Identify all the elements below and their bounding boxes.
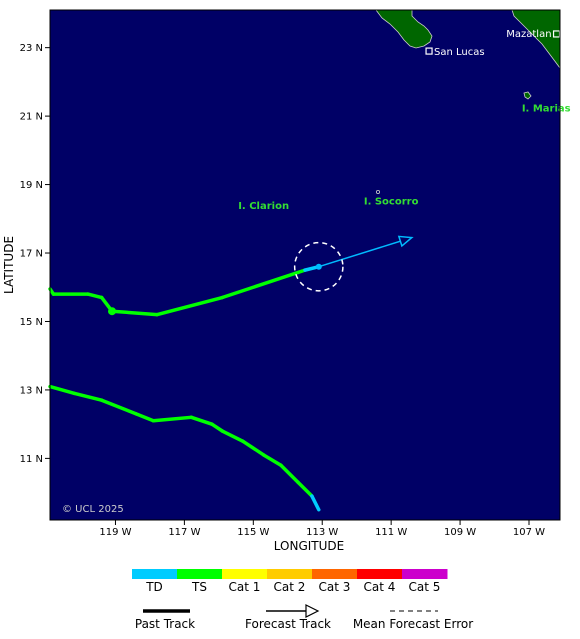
place-san-lucas: San Lucas xyxy=(425,47,485,58)
ocean xyxy=(50,10,560,520)
past-track-segment xyxy=(134,412,156,423)
lat-tick-label: 17 N xyxy=(20,249,43,260)
past-track-segment xyxy=(210,422,225,433)
track-fix-marker xyxy=(108,307,117,316)
category-swatch xyxy=(222,569,268,579)
lon-tick-label: 115 W xyxy=(237,527,269,538)
category-label: Cat 1 xyxy=(229,580,261,594)
category-label: Cat 2 xyxy=(274,580,306,594)
city-marker xyxy=(425,47,433,55)
axes-layer: 119 W 117 W 115 W 113 W 111 W 109 W 107 W 23 N 2… xyxy=(20,43,546,538)
place-i-marias: I. Marias xyxy=(522,104,571,115)
category-label: Cat 3 xyxy=(319,580,351,594)
past-track-segment xyxy=(261,453,283,467)
places-layer: Mazatlan San Lucas I. Marias I. Socorro I. C… xyxy=(238,29,570,212)
lat-tick-label: 19 N xyxy=(20,180,43,191)
place-label: I. Marias xyxy=(522,104,571,115)
lon-tick-label: 109 W xyxy=(444,527,476,538)
category-swatch xyxy=(402,569,448,579)
map-frame xyxy=(49,9,561,521)
past-track-segment xyxy=(110,309,159,317)
x-axis-label: LONGITUDE xyxy=(274,539,344,553)
past-track-segment xyxy=(296,480,314,498)
category-label: TS xyxy=(191,580,207,594)
place-label: San Lucas xyxy=(434,47,485,58)
category-swatch xyxy=(177,569,223,579)
past-track-label: Past Track xyxy=(135,617,195,631)
lat-tick-label: 13 N xyxy=(20,385,43,396)
past-track-segment xyxy=(310,494,321,512)
category-swatch xyxy=(312,569,358,579)
place-mazatlan: Mazatlan xyxy=(506,29,561,40)
lon-tick-label: 111 W xyxy=(375,527,407,538)
place-label: I. Clarion xyxy=(238,201,289,212)
past-track-segment xyxy=(99,398,138,416)
past-track-segment xyxy=(72,391,104,402)
category-label: Cat 5 xyxy=(409,580,441,594)
tracks-layer xyxy=(48,235,414,512)
past-track-segment xyxy=(151,415,194,423)
past-track-segment xyxy=(220,429,245,444)
map-area: Mazatlan San Lucas I. Marias I. Socorro I. C… xyxy=(48,9,571,521)
category-swatch xyxy=(357,569,403,579)
lon-tick-label: 113 W xyxy=(306,527,338,538)
current-storm-track xyxy=(48,235,414,317)
place-label: Mazatlan xyxy=(506,29,551,40)
category-label: Cat 4 xyxy=(364,580,396,594)
category-color-bar: TD TS Cat 1 Cat 2 Cat 3 Cat 4 Cat 5 xyxy=(132,569,448,594)
islas-marias-land xyxy=(523,91,532,100)
forecast-arrow-head xyxy=(397,235,414,248)
forecast-track-label: Forecast Track xyxy=(245,617,331,631)
lon-tick-label: 107 W xyxy=(513,527,545,538)
place-i-socorro: I. Socorro xyxy=(364,196,419,207)
category-swatch xyxy=(132,569,178,579)
past-track-segment xyxy=(241,439,266,457)
previous-storm-track xyxy=(48,384,321,512)
forecast-track-key-arrow xyxy=(305,604,320,618)
lat-tick-label: 21 N xyxy=(20,112,43,123)
past-track-segment xyxy=(48,384,76,396)
past-track-segment xyxy=(279,463,300,485)
current-position-marker xyxy=(315,263,322,270)
past-track-segment xyxy=(220,268,307,300)
lon-tick-label: 117 W xyxy=(168,527,200,538)
place-label: I. Socorro xyxy=(364,196,419,207)
baja-california-land xyxy=(375,9,433,49)
y-axis-label: LATITUDE xyxy=(2,236,16,294)
past-track-segment xyxy=(155,295,225,317)
mean-forecast-error-circle xyxy=(293,241,344,292)
lat-tick-label: 15 N xyxy=(20,317,43,328)
lat-tick-label: 11 N xyxy=(20,454,43,465)
past-track-segment xyxy=(86,292,104,300)
lon-tick-label: 119 W xyxy=(99,527,131,538)
category-label: TD xyxy=(145,580,163,594)
copyright-text: © UCL 2025 xyxy=(62,504,124,515)
forecast-track-line xyxy=(318,236,413,268)
mean-error-label: Mean Forecast Error xyxy=(353,617,473,631)
place-i-clarion: I. Clarion xyxy=(238,201,289,212)
track-key: Past Track Forecast Track Mean Forecast … xyxy=(135,604,473,631)
past-track-segment xyxy=(189,415,214,426)
lat-tick-label: 23 N xyxy=(20,43,43,54)
legend: TD TS Cat 1 Cat 2 Cat 3 Cat 4 Cat 5 Past Track… xyxy=(132,569,473,631)
isla-socorro-land xyxy=(375,189,380,194)
category-swatch xyxy=(267,569,313,579)
